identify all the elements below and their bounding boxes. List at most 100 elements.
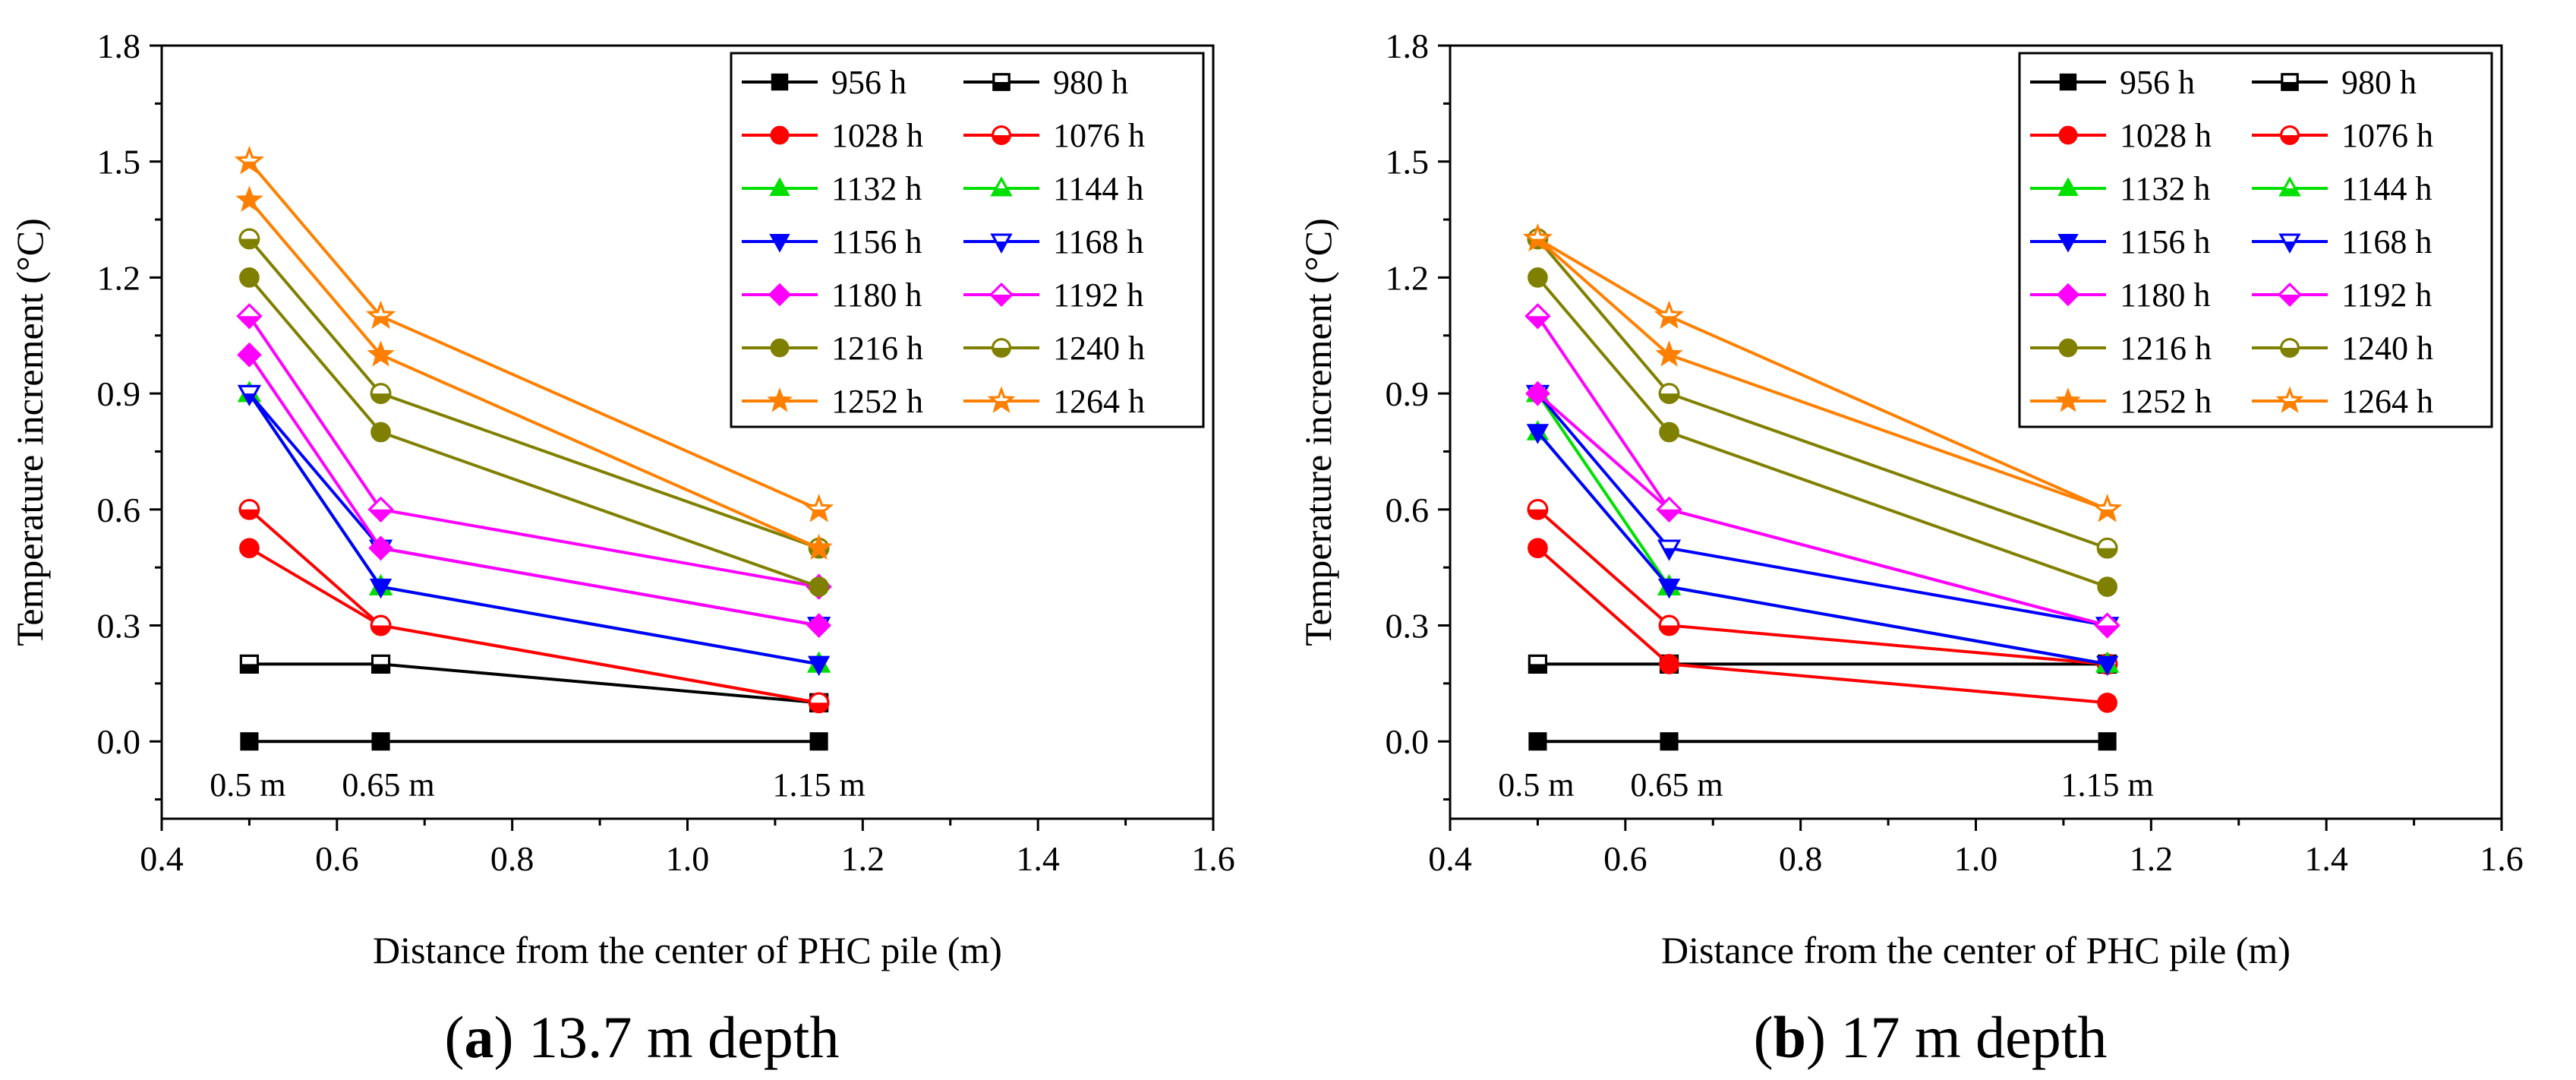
data-point-outline	[236, 303, 263, 330]
legend-entry: 1144 h	[2252, 170, 2432, 207]
legend-entry: 980 h	[2252, 64, 2417, 101]
legend-label: 1132 h	[2120, 170, 2210, 207]
series-1216h	[239, 267, 829, 597]
data-point	[369, 578, 393, 599]
legend-entry: 956 h	[2030, 64, 2195, 101]
caption-text: 17 m depth	[1826, 1004, 2107, 1070]
legend-entry: 1144 h	[963, 170, 1143, 207]
chart-b-svg: 0.4 0.6 0.8 1.0 1.2 1.4 1.6 0.0 0.3 0.6 0.9 1.2 1.5 1…	[1297, 27, 2524, 1070]
x-tick-label: 0.6	[315, 839, 359, 878]
data-point-outline	[366, 300, 396, 329]
legend-label: 1156 h	[831, 223, 922, 261]
series-line	[248, 508, 819, 705]
legend-marker-outline	[2278, 283, 2302, 307]
series-1180h	[237, 342, 831, 638]
legend-marker-half-fill	[992, 188, 1011, 195]
y-tick-label: 0.3	[97, 607, 141, 646]
legend-label: 956 h	[831, 64, 906, 101]
x-tick-label: 1.6	[1191, 839, 1235, 878]
y-tick-label: 0.3	[1386, 607, 1430, 646]
legend-entry: 1264 h	[2252, 383, 2433, 420]
legend-label: 1216 h	[831, 330, 923, 367]
data-point	[240, 732, 259, 751]
legend-entry: 1240 h	[2252, 330, 2433, 367]
series-line	[248, 392, 819, 666]
legend-marker	[2057, 234, 2079, 253]
data-point-outline	[1658, 383, 1680, 404]
y-tick-label: 0.0	[1386, 722, 1430, 761]
legend-label: 1076 h	[2341, 117, 2433, 154]
data-point-outline	[2094, 612, 2120, 639]
legend-entry: 1156 h	[742, 223, 922, 261]
data-point-outline	[370, 614, 392, 636]
data-point-outline	[238, 498, 260, 520]
series-956h	[1528, 732, 2117, 751]
legend-marker-outline	[989, 283, 1014, 307]
y-tick-label: 0.6	[97, 491, 141, 529]
y-tick-label: 0.9	[97, 374, 141, 413]
x-tick-label: 0.6	[1603, 839, 1647, 878]
series-1076h	[238, 498, 830, 714]
data-point	[1657, 578, 1681, 599]
legend-marker-outline	[2280, 125, 2300, 145]
series-1132h	[1526, 420, 2119, 673]
caption-text: 13.7 m depth	[514, 1004, 840, 1070]
legend-marker-half-fill	[2284, 242, 2295, 251]
data-point	[370, 422, 391, 443]
legend-marker	[770, 125, 790, 145]
legend-label: 956 h	[2120, 64, 2195, 101]
data-point	[2097, 576, 2117, 597]
series-956h	[240, 732, 828, 751]
legend-label: 1156 h	[2120, 223, 2210, 261]
y-tick-label: 0.6	[1386, 491, 1430, 529]
series-1264h	[1522, 223, 2123, 523]
legend-marker-outline	[992, 73, 1011, 91]
data-point-half-fill	[1526, 316, 1550, 328]
legend-marker	[771, 73, 789, 91]
chart-a-svg: 0.4 0.6 0.8 1.0 1.2 1.4 1.6 0.0 0.3 0.6 0.9 1.2 1.5 1…	[8, 27, 1235, 1070]
legend-entry: 1180 h	[2030, 276, 2210, 314]
legend-label: 1192 h	[2341, 276, 2432, 314]
legend-label: 1076 h	[1053, 117, 1145, 154]
legend-label: 980 h	[1053, 64, 1128, 101]
data-point-outline	[1658, 614, 1680, 636]
data-point-outline	[2092, 494, 2123, 523]
data-point	[1525, 381, 1550, 406]
legend-entry: 956 h	[742, 64, 906, 101]
y-tick-label: 1.2	[1386, 258, 1430, 297]
legend-marker-outline	[2278, 176, 2301, 197]
data-point	[367, 340, 395, 367]
distance-label: 1.15 m	[2061, 766, 2154, 804]
series-1240h	[238, 228, 830, 559]
chart-panel-b: 0.4 0.6 0.8 1.0 1.2 1.4 1.6 0.0 0.3 0.6 0.9 1.2 1.5 1…	[1288, 0, 2576, 1080]
legend-entry: 1076 h	[963, 117, 1145, 154]
legend-label: 1216 h	[2120, 330, 2212, 367]
distance-label: 0.65 m	[342, 766, 434, 804]
data-point	[2095, 655, 2119, 677]
series-1028h	[239, 538, 829, 713]
legend-marker	[769, 177, 790, 196]
data-point	[2097, 692, 2117, 713]
legend-label: 1168 h	[1053, 223, 1143, 261]
caption-letter: b	[1774, 1004, 1806, 1070]
legend-marker	[2057, 177, 2079, 196]
data-point	[1526, 424, 1550, 444]
legend-entry: 1156 h	[2030, 223, 2210, 261]
x-axis-title: Distance from the center of PHC pile (m)	[1661, 929, 2291, 971]
data-point-outline	[370, 383, 392, 404]
legend-entry: 980 h	[963, 64, 1128, 101]
series-980h	[239, 654, 829, 712]
legend-marker-outline	[992, 125, 1011, 145]
data-point-outline	[804, 494, 834, 523]
x-tick-label: 1.0	[666, 839, 710, 878]
legend-entry: 1132 h	[2030, 170, 2210, 207]
data-point-outline	[1654, 300, 1685, 329]
legend-marker-half-fill	[2281, 82, 2298, 90]
series-line	[1537, 547, 2108, 705]
legend-marker-outline	[2281, 73, 2299, 91]
x-tick-label: 0.8	[1779, 839, 1823, 878]
data-point-outline	[370, 654, 391, 674]
data-point	[239, 267, 260, 288]
series-line	[249, 662, 819, 705]
caption-open-paren: (	[1754, 1004, 1774, 1070]
